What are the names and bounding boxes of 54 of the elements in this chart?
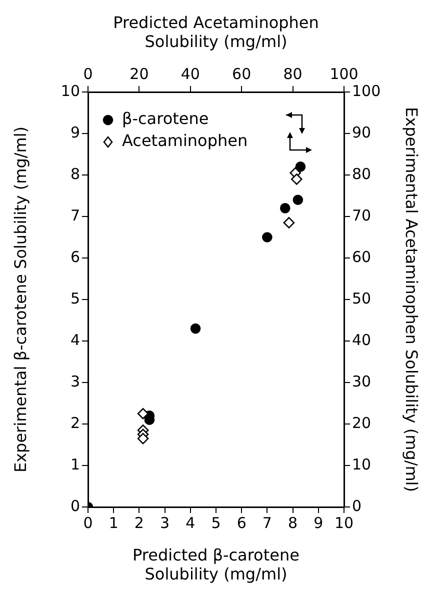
y-tick-label: 100 (352, 82, 381, 100)
x-tick-label: 20 (130, 64, 149, 83)
y-tick-label: 1 (70, 455, 80, 474)
legend-label: β-carotene (122, 109, 209, 128)
x-tick-label: 10 (334, 514, 354, 532)
y-tick-label: 6 (70, 248, 80, 266)
x-tick-label: 100 (330, 64, 358, 83)
point (262, 232, 272, 242)
point (292, 194, 304, 206)
point (290, 174, 302, 185)
y-tick-label: 8 (70, 164, 80, 183)
x-tick-label: 80 (283, 64, 302, 83)
x-tick-label: 7 (262, 514, 272, 532)
y-tick-label: 9 (70, 123, 80, 142)
y-axis-title: Experimental β-carotene Solubility (mg/ml) (10, 126, 30, 473)
y-tick-label: 40 (352, 330, 372, 349)
y-tick-label: 0 (352, 496, 362, 515)
x-tick-label: 9 (314, 514, 324, 532)
y-tick-label: 50 (352, 289, 372, 308)
point (280, 203, 290, 214)
y-tick-label: 80 (352, 164, 372, 183)
x-tick-label: 2 (134, 514, 144, 532)
x-axis-title: Predicted Acetaminophen Solubility (mg/ml) (113, 12, 319, 51)
x-tick-label: 4 (186, 514, 196, 532)
point (295, 162, 306, 172)
x-axis-title: Predicted β-carotene Solubility (mg/ml) (132, 545, 300, 584)
y-tick-label: 2 (70, 414, 80, 432)
y-tick-label: 0 (70, 496, 80, 515)
y-tick-label: 7 (70, 206, 80, 224)
y-tick-label: 90 (352, 123, 372, 142)
x-tick-label: 3 (160, 514, 170, 532)
y-axis-title: Experimental Acetaminophen Solubility (mg/ml) (402, 107, 422, 492)
x-tick-label: 5 (211, 514, 221, 532)
y-tick-label: 4 (70, 330, 80, 349)
y-tick-label: 20 (352, 414, 372, 432)
x-tick-label: 0 (83, 64, 93, 83)
legend-label: Acetaminophen (122, 131, 248, 150)
y-tick-label: 30 (352, 372, 372, 390)
y-tick-label: 60 (352, 248, 372, 266)
x-tick-label: 0 (83, 514, 93, 532)
point (283, 217, 295, 228)
y-tick-label: 3 (70, 372, 80, 390)
x-tick-label: 6 (236, 514, 246, 532)
y-tick-label: 10 (60, 82, 80, 100)
y-tick-label: 70 (352, 206, 372, 224)
x-tick-label: 40 (180, 64, 200, 83)
point (137, 432, 149, 444)
x-tick-label: 8 (288, 514, 298, 532)
x-tick-label: 1 (108, 514, 118, 532)
point (190, 323, 201, 334)
x-tick-label: 60 (232, 64, 252, 83)
y-tick-label: 10 (352, 455, 372, 474)
y-tick-label: 5 (70, 289, 80, 308)
point (137, 408, 149, 420)
